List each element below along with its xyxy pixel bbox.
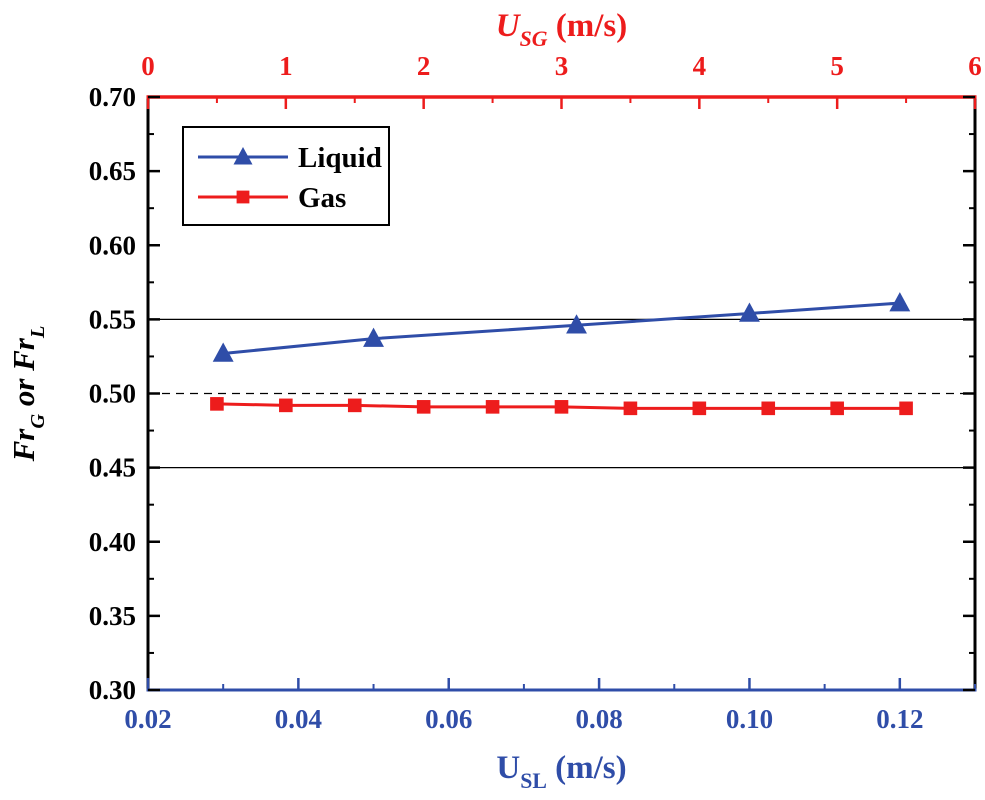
y-tick-label: 0.70 — [89, 82, 136, 112]
top-tick-label: 3 — [555, 51, 569, 81]
top-tick-label: 1 — [279, 51, 293, 81]
bottom-tick-label: 0.12 — [876, 704, 923, 734]
top-tick-label: 2 — [417, 51, 431, 81]
series-gas — [210, 397, 913, 416]
y-tick-label: 0.65 — [89, 156, 136, 186]
square-marker — [761, 401, 776, 416]
bottom-tick-label: 0.08 — [575, 704, 622, 734]
top-axis: 0 1 2 3 4 5 6 USG (m/s) — [141, 8, 982, 109]
bottom-tick-label: 0.10 — [726, 704, 773, 734]
bottom-tick-label: 0.06 — [425, 704, 472, 734]
square-marker — [210, 397, 224, 411]
square-marker — [623, 401, 638, 416]
top-tick-label: 5 — [830, 51, 844, 81]
y-tick-label: 0.55 — [89, 304, 136, 334]
y-tick-label: 0.35 — [89, 601, 136, 631]
legend-label: Gas — [298, 182, 346, 214]
triangle-marker — [889, 292, 911, 312]
square-marker — [347, 398, 362, 413]
triangle-marker — [363, 327, 384, 347]
legend-box — [182, 126, 390, 226]
triangle-marker — [212, 342, 234, 362]
square-marker — [830, 401, 844, 416]
bottom-axis-title: USL (m/s) — [496, 750, 626, 793]
bottom-tick-label: 0.04 — [275, 704, 322, 734]
top-tick-label: 6 — [968, 51, 982, 81]
top-tick-label: 4 — [693, 51, 707, 81]
y-tick-label: 0.45 — [89, 453, 136, 483]
square-marker — [279, 398, 293, 413]
series-line — [223, 301, 900, 355]
square-marker — [692, 401, 707, 416]
square-marker — [554, 400, 569, 414]
legend: Liquid Gas — [182, 126, 390, 226]
y-tick-label: 0.60 — [89, 230, 136, 260]
left-axis: 0.30 0.35 0.40 0.45 0.50 0.55 0.60 0.65 0.70 FrG … — [6, 82, 160, 705]
right-axis — [963, 95, 975, 692]
top-tick-label: 0 — [141, 51, 155, 81]
square-marker — [236, 190, 250, 204]
legend-label: Liquid — [298, 142, 382, 174]
square-marker — [899, 401, 913, 416]
reference-lines — [148, 318, 975, 469]
y-tick-label: 0.30 — [89, 675, 136, 705]
square-marker — [485, 400, 500, 414]
triangle-marker — [739, 302, 760, 322]
y-tick-label: 0.50 — [89, 379, 136, 409]
series-liquid — [212, 292, 911, 362]
top-axis-title: USG (m/s) — [496, 8, 627, 51]
bottom-tick-label: 0.02 — [124, 704, 171, 734]
y-axis-title: FrG or FrL — [6, 326, 49, 463]
triangle-marker — [566, 314, 587, 334]
triangle-marker — [233, 147, 253, 165]
bottom-axis: 0.02 0.04 0.06 0.08 0.10 0.12 USL (m/s) — [124, 678, 976, 793]
square-marker — [416, 400, 431, 414]
y-tick-label: 0.40 — [89, 527, 136, 557]
